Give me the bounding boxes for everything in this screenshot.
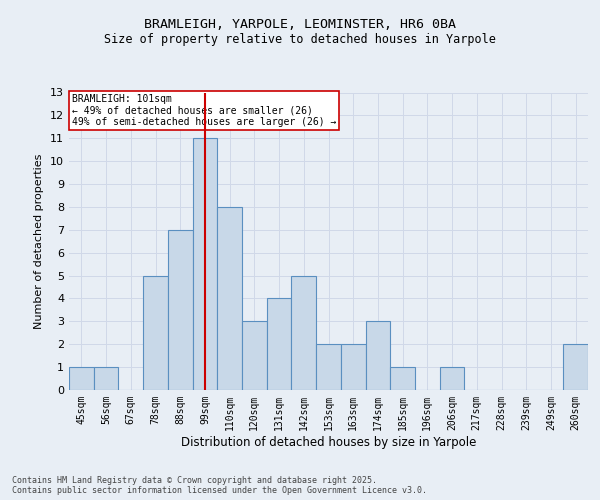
- Bar: [168, 230, 193, 390]
- Bar: [341, 344, 365, 390]
- Text: Contains HM Land Registry data © Crown copyright and database right 2025.
Contai: Contains HM Land Registry data © Crown c…: [12, 476, 427, 495]
- Bar: [217, 207, 242, 390]
- Bar: [292, 276, 316, 390]
- Bar: [193, 138, 217, 390]
- Text: BRAMLEIGH, YARPOLE, LEOMINSTER, HR6 0BA: BRAMLEIGH, YARPOLE, LEOMINSTER, HR6 0BA: [144, 18, 456, 30]
- Bar: [242, 322, 267, 390]
- Bar: [69, 367, 94, 390]
- Text: BRAMLEIGH: 101sqm
← 49% of detached houses are smaller (26)
49% of semi-detached: BRAMLEIGH: 101sqm ← 49% of detached hous…: [71, 94, 336, 127]
- Bar: [440, 367, 464, 390]
- Bar: [390, 367, 415, 390]
- Y-axis label: Number of detached properties: Number of detached properties: [34, 154, 44, 329]
- Bar: [316, 344, 341, 390]
- X-axis label: Distribution of detached houses by size in Yarpole: Distribution of detached houses by size …: [181, 436, 476, 448]
- Bar: [94, 367, 118, 390]
- Bar: [143, 276, 168, 390]
- Bar: [365, 322, 390, 390]
- Text: Size of property relative to detached houses in Yarpole: Size of property relative to detached ho…: [104, 32, 496, 46]
- Bar: [267, 298, 292, 390]
- Bar: [563, 344, 588, 390]
